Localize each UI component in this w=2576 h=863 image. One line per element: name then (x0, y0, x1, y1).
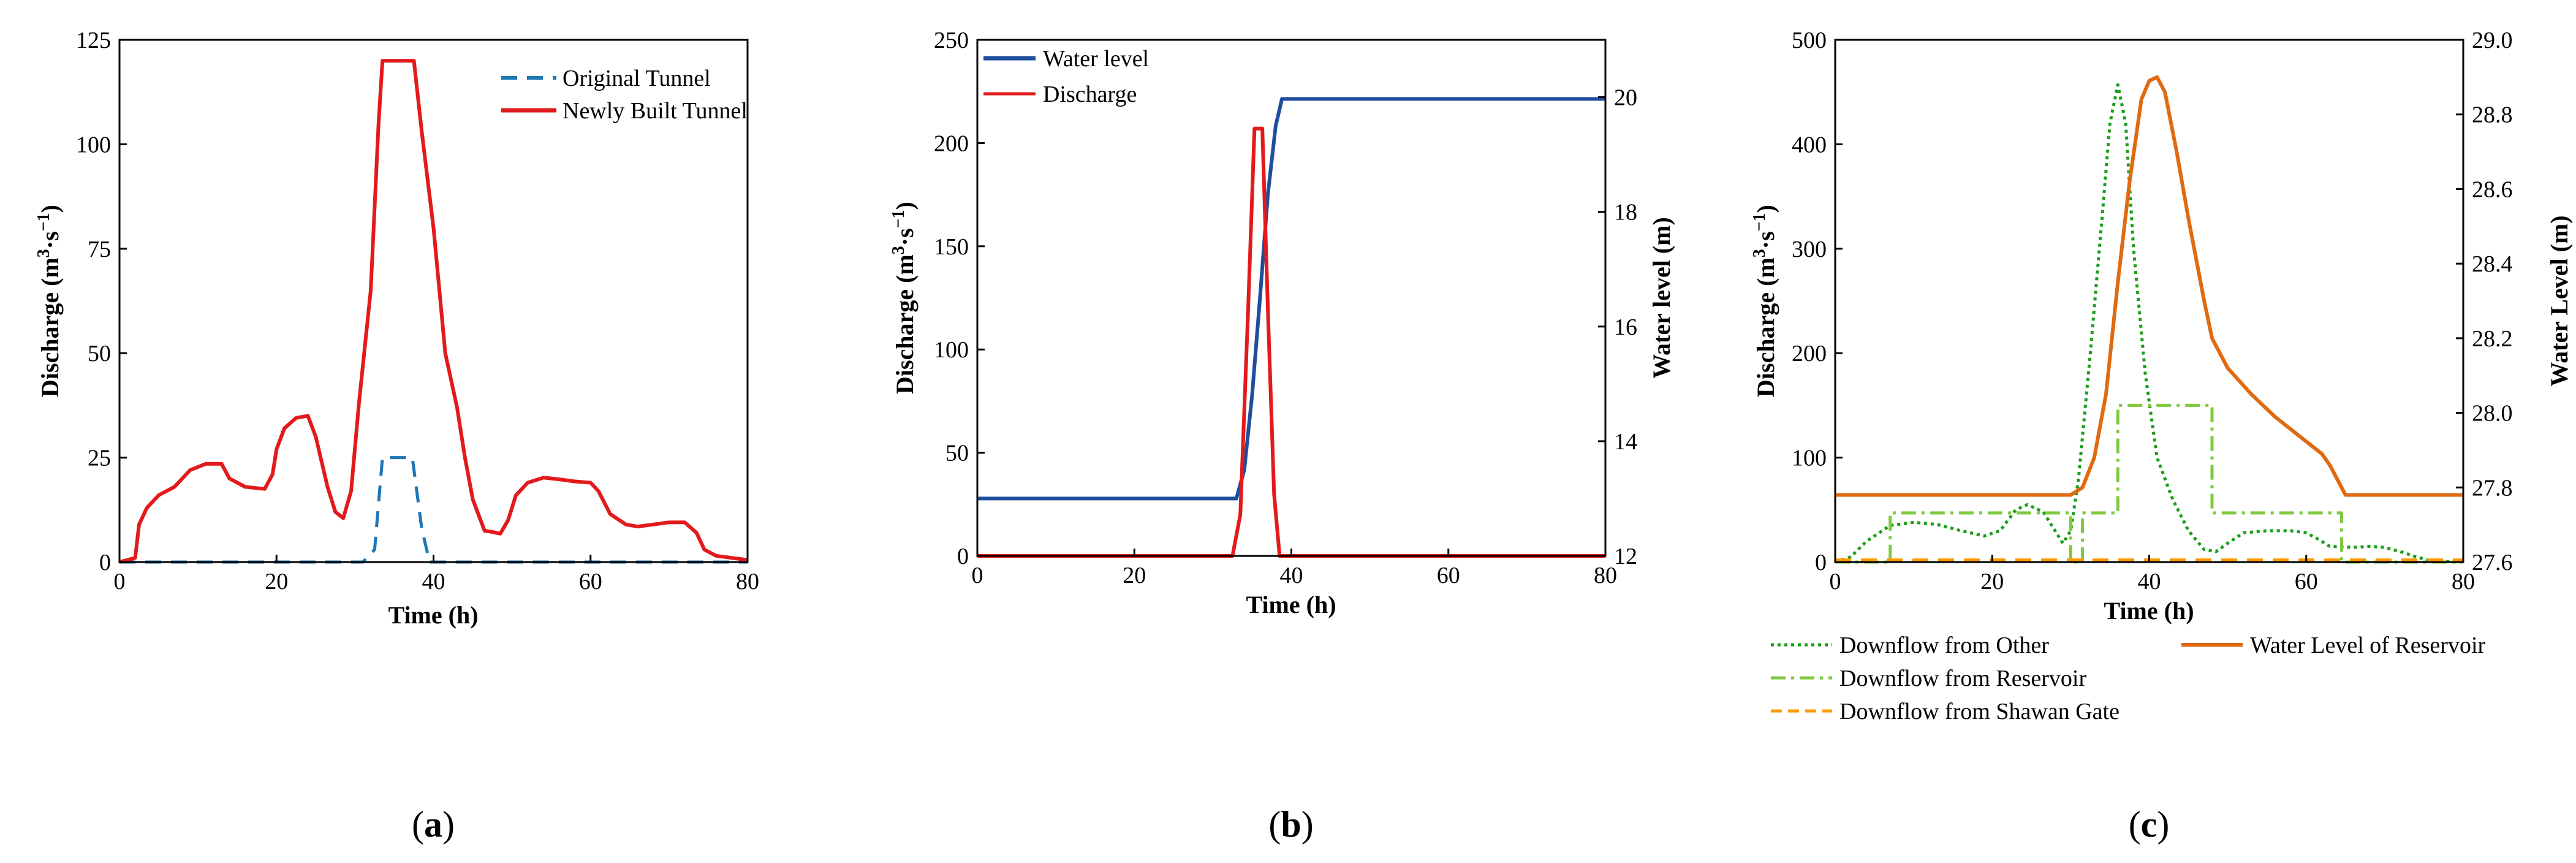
chart-b-y-axis-label: Discharge (m3·s−1) (889, 202, 919, 394)
chart-c-y2-tick-label: 28.6 (2472, 177, 2513, 202)
legend-label-downflow-from-other: Downflow from Other (1839, 633, 2049, 658)
chart-a-x-tick-label: 0 (114, 569, 126, 595)
chart-b-y-tick-label: 150 (934, 234, 969, 260)
chart-b-y2-axis-label: Water level (m) (1648, 217, 1675, 379)
chart-c-x-tick-label: 20 (1980, 569, 2004, 595)
chart-c-y2-tick-label: 28.0 (2472, 401, 2513, 427)
series-line-discharge (977, 126, 1605, 558)
series-line-water-level (977, 97, 1605, 501)
chart-b-y-tick-label: 50 (945, 441, 969, 466)
chart-b-legend: Water level Discharge (983, 46, 1149, 107)
chart-a-y-tick-label: 75 (88, 237, 111, 262)
chart-c-y-tick-label: 200 (1792, 341, 1827, 367)
chart-b-x-tick-label: 0 (972, 563, 983, 588)
chart-c-y2-tick-label: 27.6 (2472, 550, 2513, 576)
chart-panel-b: 0 20 40 60 80 0 50 100 150 200 250 12 14 16 18 20 Time … (889, 28, 1675, 845)
chart-b-y-tick-label: 100 (934, 337, 969, 363)
chart-c-legend: Downflow from Other Downflow from Reserv… (1771, 633, 2486, 724)
chart-c-y-tick-label: 400 (1792, 132, 1827, 158)
legend-label-water-level-of-reservoir: Water Level of Reservoir (2250, 633, 2486, 658)
chart-c-y2-tick-label: 29.0 (2472, 28, 2513, 53)
chart-c-y-tick-label: 0 (1815, 550, 1827, 576)
legend-label-downflow-from-shawan-gate: Downflow from Shawan Gate (1839, 699, 2120, 724)
chart-b-plot-frame (976, 39, 1607, 557)
chart-c-ticks: 0 20 40 60 80 0 100 200 300 400 500 27.6 27.8 28.0 28.… (1792, 28, 2513, 595)
chart-b-x-tick-label: 60 (1437, 563, 1460, 588)
chart-b-y2-tick-label: 14 (1614, 429, 1637, 455)
series-line-water-level-of-reservoir (1835, 75, 2463, 497)
chart-c-x-tick-label: 40 (2138, 569, 2161, 595)
chart-c-x-axis-label: Time (h) (2104, 597, 2194, 625)
chart-a-y-tick-label: 100 (76, 132, 111, 158)
chart-a-x-tick-label: 20 (265, 569, 288, 595)
legend-label-newly-built-tunnel: Newly Built Tunnel (563, 98, 748, 124)
chart-c-x-tick-label: 0 (1830, 569, 1841, 595)
chart-c-y2-tick-label: 28.4 (2472, 251, 2513, 277)
chart-b-x-tick-label: 20 (1123, 563, 1146, 588)
legend-label-original-tunnel: Original Tunnel (563, 66, 711, 91)
chart-b-ticks: 0 20 40 60 80 0 50 100 150 200 250 12 14 16 18 20 (934, 28, 1637, 588)
series-line-newly-built-tunnel (119, 59, 748, 564)
legend-label-water-level: Water level (1043, 46, 1149, 72)
chart-b-y-tick-label: 0 (957, 544, 969, 569)
chart-c-series (1835, 75, 2464, 564)
chart-b-y2-tick-label: 12 (1614, 544, 1637, 569)
panel-label-a: (a) (412, 804, 455, 845)
chart-b-x-axis-label: Time (h) (1246, 591, 1336, 618)
chart-c-y2-tick-label: 27.8 (2472, 475, 2513, 501)
chart-c-y-tick-label: 100 (1792, 446, 1827, 471)
chart-a-x-tick-label: 60 (579, 569, 602, 595)
chart-b-y2-tick-label: 20 (1614, 85, 1637, 111)
series-line-original-tunnel (119, 456, 748, 564)
chart-a-y-tick-label: 0 (99, 550, 111, 576)
chart-c-y-tick-label: 300 (1792, 237, 1827, 262)
chart-b-series (977, 97, 1605, 558)
chart-panel-c: 0 20 40 60 80 0 100 200 300 400 500 27.6 27.8 28.0 28.… (1750, 28, 2573, 845)
legend-label-discharge: Discharge (1043, 82, 1137, 107)
chart-c-x-tick-label: 80 (2452, 569, 2475, 595)
chart-panel-a: 0 20 40 60 80 0 25 50 75 100 125 Time (h) Discharg… (34, 28, 759, 845)
chart-b-y-tick-label: 200 (934, 131, 969, 156)
chart-c-y2-tick-label: 28.2 (2472, 326, 2513, 352)
chart-b-y2-tick-label: 18 (1614, 200, 1637, 226)
chart-a-x-tick-label: 80 (736, 569, 759, 595)
chart-a-y-tick-label: 50 (88, 341, 111, 367)
chart-c-y2-axis-label: Water Level (m) (2545, 215, 2573, 386)
panel-label-b: (b) (1268, 804, 1313, 845)
chart-c-y-tick-label: 500 (1792, 28, 1827, 53)
chart-a-y-tick-label: 125 (76, 28, 111, 53)
series-line-downflow-from-reservoir (1835, 403, 2463, 564)
chart-b-y2-tick-label: 16 (1614, 314, 1637, 340)
chart-a-x-axis-label: Time (h) (388, 601, 478, 629)
panel-label-c: (c) (2129, 804, 2170, 845)
chart-a-y-tick-label: 25 (88, 446, 111, 471)
chart-b-x-tick-label: 40 (1280, 563, 1303, 588)
chart-a-y-axis-label: Discharge (m3·s−1) (34, 205, 64, 397)
chart-a-x-tick-label: 40 (422, 569, 445, 595)
chart-c-y-axis-label: Discharge (m3·s−1) (1750, 205, 1779, 397)
legend-label-downflow-from-reservoir: Downflow from Reservoir (1839, 666, 2086, 691)
chart-b-x-tick-label: 80 (1594, 563, 1617, 588)
chart-a-legend: Original Tunnel Newly Built Tunnel (501, 66, 748, 124)
chart-b-y-tick-label: 250 (934, 28, 969, 53)
chart-a-series (119, 59, 748, 564)
chart-c-plot-frame (1834, 39, 2464, 563)
chart-c-y2-tick-label: 28.8 (2472, 102, 2513, 128)
chart-a-ticks: 0 20 40 60 80 0 25 50 75 100 125 (76, 28, 759, 595)
series-line-downflow-from-other (1835, 83, 2464, 564)
chart-c-x-tick-label: 60 (2295, 569, 2318, 595)
